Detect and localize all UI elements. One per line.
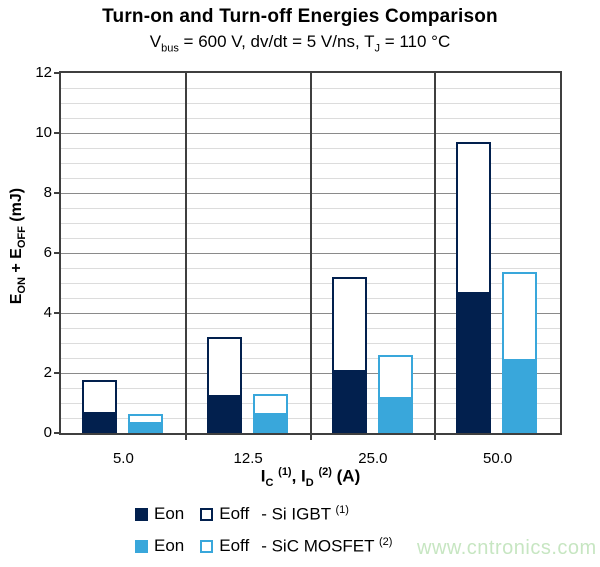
y-axis-tick <box>54 192 59 194</box>
bar-sic-mosfet-5 <box>128 414 163 433</box>
bar-sic-mosfet-eon-12.5 <box>254 413 286 431</box>
bar-sic-mosfet-25 <box>377 355 413 433</box>
chart-subtitle: Vbus = 600 V, dv/dt = 5 V/ns, TJ = 110 °… <box>149 32 451 55</box>
legend-label-sic-eoff: Eoff <box>219 536 250 556</box>
y-tick-label: 6 <box>43 244 52 261</box>
legend-label-sic-eon: Eon <box>154 536 185 556</box>
bar-si-igbt-12.5 <box>206 337 242 433</box>
x-category-label: 5.0 <box>112 450 134 467</box>
y-tick-label: 10 <box>35 124 52 141</box>
legend-row-sic-mosfet: Eon Eoff - SiC MOSFET (2) <box>135 536 392 557</box>
legend-swatch-igbt-eoff <box>200 507 214 521</box>
y-axis-tick <box>54 72 59 74</box>
x-axis-title: IC (1), ID (2) (A) <box>260 466 361 490</box>
plot-area <box>59 71 562 435</box>
bar-si-igbt-25 <box>331 277 367 433</box>
y-tick-label: 8 <box>43 184 52 201</box>
bar-sic-mosfet-eon-25 <box>379 397 411 431</box>
bar-si-igbt-eon-5 <box>84 412 115 431</box>
y-axis-tick <box>54 252 59 254</box>
legend-label-igbt-eoff: Eoff <box>219 504 250 524</box>
x-category-label: 25.0 <box>358 450 388 467</box>
watermark-text: www.cntronics.com <box>417 537 597 559</box>
y-axis-tick <box>54 432 59 434</box>
x-category-label: 50.0 <box>483 450 513 467</box>
bar-si-igbt-eon-12.5 <box>208 395 240 431</box>
legend-label-igbt-eon: Eon <box>154 504 185 524</box>
bar-sic-mosfet-50 <box>502 272 538 433</box>
x-axis-tick <box>434 435 437 440</box>
y-tick-label: 0 <box>43 424 52 441</box>
category-separator <box>434 73 437 433</box>
y-axis-tick <box>54 372 59 374</box>
x-axis-tick <box>184 435 187 440</box>
x-axis-tick <box>309 435 312 440</box>
legend-swatch-igbt-eon <box>135 507 148 521</box>
bar-si-igbt-50 <box>456 142 492 433</box>
y-axis-tick <box>54 132 59 134</box>
legend-label-igbt-device: - Si IGBT (1) <box>261 504 349 524</box>
bar-si-igbt-eon-25 <box>333 370 365 431</box>
y-tick-label: 2 <box>43 364 52 381</box>
y-tick-label: 4 <box>43 304 52 321</box>
bar-si-igbt-5 <box>82 380 117 433</box>
legend-swatch-sic-eoff <box>200 539 214 553</box>
bar-sic-mosfet-eon-50 <box>504 359 536 431</box>
bar-si-igbt-eon-50 <box>458 292 490 431</box>
bar-sic-mosfet-eon-5 <box>130 422 161 431</box>
bar-sic-mosfet-12.5 <box>252 394 288 433</box>
legend-swatch-sic-eon <box>135 539 148 553</box>
legend-label-sic-device: - SiC MOSFET (2) <box>261 536 393 556</box>
legend-row-si-igbt: Eon Eoff - Si IGBT (1) <box>135 504 349 525</box>
x-category-label: 12.5 <box>233 450 263 467</box>
category-separator <box>184 73 187 433</box>
category-separator <box>309 73 312 433</box>
y-tick-label: 12 <box>35 64 52 81</box>
y-axis-tick <box>54 312 59 314</box>
chart-title: Turn-on and Turn-off Energies Comparison <box>102 6 498 27</box>
